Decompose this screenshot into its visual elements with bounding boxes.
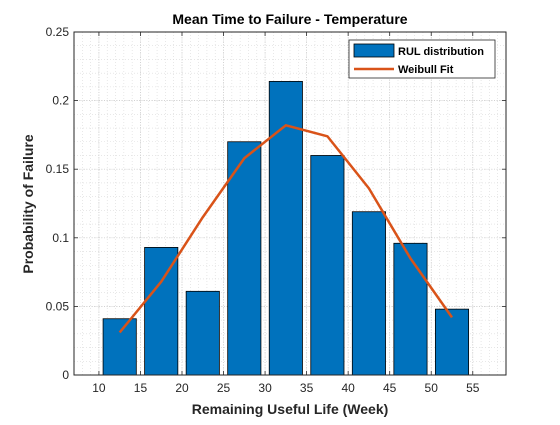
bar-4 (268, 80, 303, 376)
x-tick-label: 45 (383, 381, 397, 395)
weibull-fit-line (118, 124, 454, 334)
y-tick-label: 0.05 (46, 299, 70, 313)
x-tick-label: 40 (341, 381, 355, 395)
legend-box (348, 39, 496, 79)
bar-6 (351, 211, 386, 376)
legend: RUL distribution Weibull Fit (348, 39, 496, 79)
bar-series (102, 80, 470, 376)
y-tick-label: 0.2 (52, 94, 69, 108)
y-axis-label: Probability of Failure (20, 134, 36, 273)
legend-swatch-bar (353, 43, 395, 58)
y-tick-label: 0.1 (52, 231, 69, 245)
y-tick-label: 0.15 (46, 162, 70, 176)
bar-8 (434, 308, 470, 376)
x-axis-label: Remaining Useful Life (Week) (192, 401, 389, 417)
y-tick-label: 0.25 (46, 25, 70, 39)
x-tick-label: 35 (300, 381, 314, 395)
chart-title: Mean Time to Failure - Temperature (172, 11, 407, 27)
bar-7 (393, 242, 428, 376)
bar-3 (227, 141, 262, 376)
bar-2 (185, 290, 220, 376)
legend-label-bar: RUL distribution (398, 46, 484, 58)
y-axis-ticks: 0 0.05 0.1 0.15 0.2 0.25 (46, 25, 506, 382)
x-tick-label: 25 (217, 381, 231, 395)
x-tick-label: 55 (466, 381, 480, 395)
bar-0 (102, 318, 137, 376)
x-tick-label: 15 (134, 381, 148, 395)
y-tick-label: 0 (62, 368, 69, 382)
bar-1 (144, 247, 179, 376)
x-tick-label: 50 (425, 381, 439, 395)
legend-label-line: Weibull Fit (398, 64, 454, 76)
x-tick-label: 20 (175, 381, 189, 395)
x-tick-label: 30 (258, 381, 272, 395)
bar-5 (310, 155, 345, 376)
x-tick-label: 10 (92, 381, 106, 395)
plot-frame (73, 31, 507, 376)
x-axis-ticks: 10 15 20 25 30 35 40 45 50 55 (92, 32, 480, 395)
line-series (118, 124, 454, 334)
